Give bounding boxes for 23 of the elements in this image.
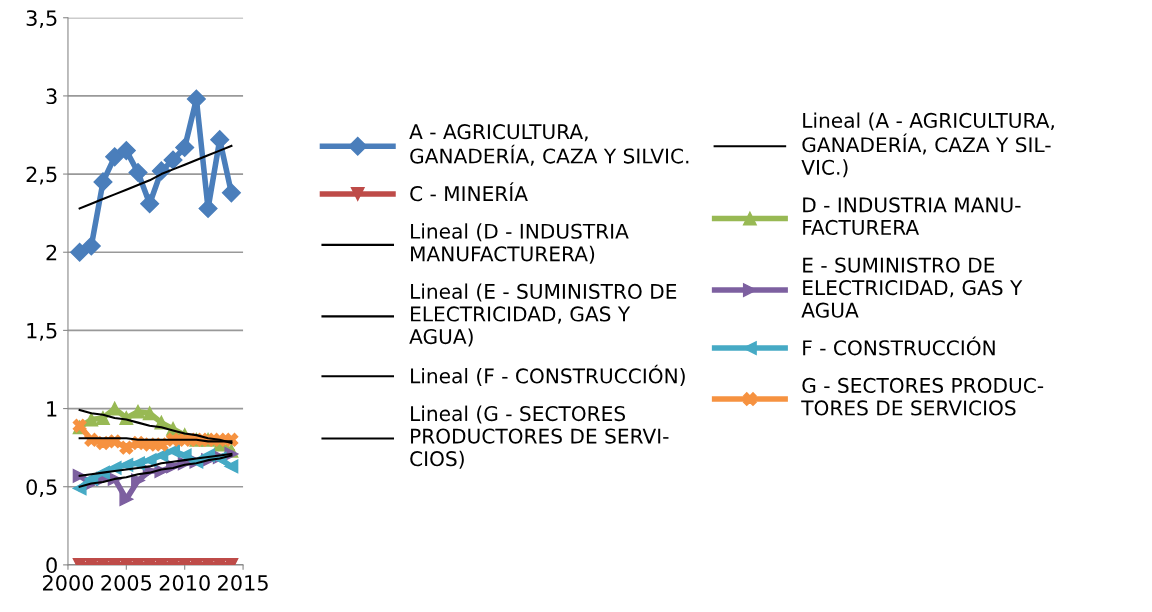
legend-label: A - AGRICULTURA, GANADERÍA, CAZA Y SILVIC. bbox=[409, 124, 689, 166]
legend-label: E - SUMINISTRO DE ELECTRICIDAD, GAS Y AGUA bbox=[801, 257, 1023, 318]
x-tick-label: 2010 bbox=[159, 574, 210, 591]
y-tick-label: 3 bbox=[46, 88, 57, 105]
legend-label: D - INDUSTRIA MANU- FACTURERA bbox=[803, 197, 1021, 236]
legend-label: Lineal (A - AGRICULTURA, GANADERÍA, CAZA Y SIL- VIC.) bbox=[801, 112, 1054, 178]
legend-label: Lineal (D - INDUSTRIA MANUFACTURERA) bbox=[411, 223, 629, 264]
y-tick-label: 1 bbox=[47, 401, 57, 417]
y-tick-label: 2 bbox=[46, 244, 57, 261]
legend-label: F - CONSTRUCCIÓN bbox=[803, 336, 995, 356]
y-tick-label: 2,5 bbox=[26, 166, 57, 185]
y-tick-label: 0 bbox=[46, 557, 57, 574]
legend-label: G - SECTORES PRODUC- TORES DE SERVICIOS bbox=[801, 377, 1044, 416]
x-tick-label: 2005 bbox=[101, 574, 152, 591]
x-tick-label: 2015 bbox=[218, 574, 268, 591]
legend-label: C - MINERÍA bbox=[410, 182, 528, 202]
y-tick-label: 1,5 bbox=[27, 323, 57, 341]
legend-label: Lineal (G - SECTORES PRODUCTORES DE SERVI- CIOS) bbox=[410, 405, 669, 469]
legend-label: Lineal (E - SUMINISTRO DE ELECTRICIDAD, GAS Y AGUA) bbox=[409, 283, 677, 347]
x-tick-label: 2000 bbox=[42, 574, 94, 591]
legend-label: Lineal (F - CONSTRUCCIÓN) bbox=[411, 364, 685, 386]
y-tick-label: 3,5 bbox=[26, 10, 57, 29]
y-tick-label: 0,5 bbox=[26, 479, 57, 498]
